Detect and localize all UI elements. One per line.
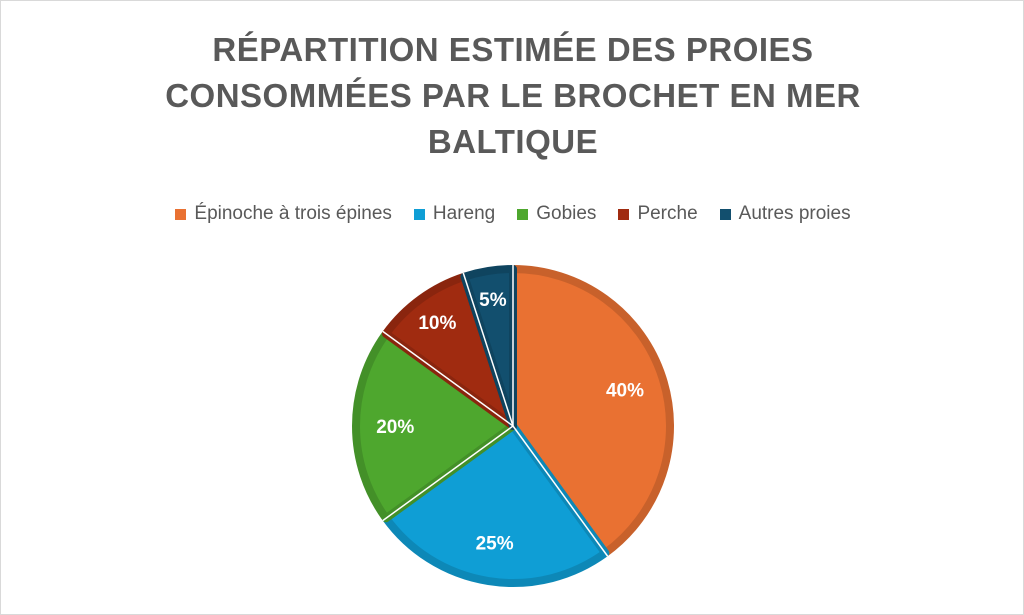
slice-data-label: 10% <box>418 313 456 334</box>
slice-separator <box>382 330 514 427</box>
legend-swatch <box>517 208 529 220</box>
slice-data-label: 5% <box>479 290 507 311</box>
slice-data-label: 20% <box>376 417 414 438</box>
chart-title: RÉPARTITION ESTIMÉE DES PROIES CONSOMMÉE… <box>165 31 861 160</box>
legend-label: Autres proies <box>738 203 851 224</box>
legend-item: Autres proies <box>719 203 851 225</box>
legend-label: Gobies <box>536 203 597 224</box>
legend-label: Hareng <box>432 203 496 224</box>
slice-separator <box>512 425 609 557</box>
legend-swatch <box>413 208 425 220</box>
pie-slice <box>352 329 517 523</box>
legend-item: Épinoche à trois épines <box>175 203 392 225</box>
pie-slice <box>381 422 610 587</box>
slice-separator <box>462 272 514 427</box>
legend-label: Perche <box>637 203 698 224</box>
pie-slice <box>509 265 674 558</box>
legend-swatch <box>719 208 731 220</box>
legend-label: Épinoche à trois épines <box>194 203 392 224</box>
legend-swatch <box>175 208 187 220</box>
slice-data-label: 40% <box>606 381 644 402</box>
legend: Épinoche à trois épines Hareng Gobies Perch… <box>1 200 1023 228</box>
legend-item: Perche <box>618 203 698 225</box>
legend-item: Hareng <box>413 203 496 225</box>
slice-separator <box>382 425 514 522</box>
slice-data-label: 25% <box>476 533 514 554</box>
legend-swatch <box>618 208 630 220</box>
legend-item: Gobies <box>517 203 596 225</box>
